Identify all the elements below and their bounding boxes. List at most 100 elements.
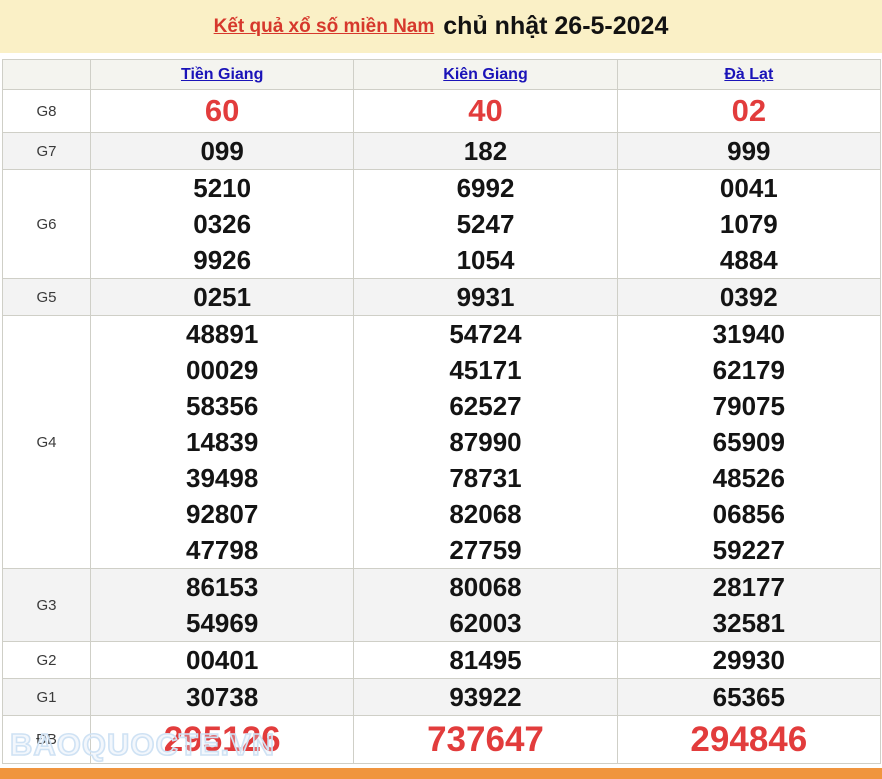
lottery-number: 47798 — [186, 535, 259, 565]
lottery-number: 45171 — [449, 355, 522, 385]
prize-numbers-cell: 295126 — [91, 716, 355, 764]
prize-row-g1: G1 30738 93922 65365 — [3, 679, 881, 716]
prize-numbers-cell: 099 — [91, 133, 355, 170]
column-header-cell: Kiên Giang — [354, 60, 618, 90]
region-title-link[interactable]: Kết quả xổ số miền Nam — [213, 15, 435, 37]
column-header-cell: Đà Lạt — [617, 60, 881, 90]
prize-numbers-cell: 737647 — [354, 716, 618, 764]
lottery-number: 60 — [204, 93, 240, 128]
lottery-number: 295126 — [163, 720, 281, 759]
lottery-number: 30738 — [186, 682, 259, 712]
lottery-number: 82068 — [449, 499, 522, 529]
prize-row-g8: G8 60 40 02 — [3, 90, 881, 133]
prize-numbers-cell: 28177 32581 — [617, 569, 881, 642]
lottery-number: 62179 — [712, 355, 785, 385]
draw-date-text: chủ nhật 26-5-2024 — [443, 12, 669, 40]
lottery-number: 02 — [731, 93, 767, 128]
prize-label-g4: G4 — [3, 316, 91, 569]
prize-label-g3: G3 — [3, 569, 91, 642]
prize-row-db: ĐB 295126 737647 294846 — [3, 716, 881, 764]
prize-numbers-cell: 294846 — [617, 716, 881, 764]
lottery-number: 182 — [463, 136, 508, 166]
prize-label-g7: G7 — [3, 133, 91, 170]
lottery-number: 9926 — [193, 245, 252, 275]
prize-label-g2: G2 — [3, 642, 91, 679]
province-link-tien-giang[interactable]: Tiền Giang — [180, 65, 264, 83]
prize-label-db: ĐB — [3, 716, 91, 764]
lottery-number: 39498 — [186, 463, 259, 493]
lottery-number: 40 — [468, 93, 503, 128]
lottery-number: 737647 — [427, 720, 544, 759]
province-link-da-lat[interactable]: Đà Lạt — [724, 65, 774, 83]
lottery-number: 0392 — [719, 282, 778, 312]
prize-numbers-cell: 65365 — [617, 679, 881, 716]
prize-numbers-cell: 0041 1079 4884 — [617, 170, 881, 279]
prize-numbers-cell: 30738 — [91, 679, 355, 716]
prize-numbers-cell: 80068 62003 — [354, 569, 618, 642]
lottery-number: 58356 — [186, 391, 259, 421]
lottery-number: 1054 — [456, 245, 515, 275]
lottery-number: 0041 — [719, 173, 778, 203]
lottery-number: 87990 — [449, 427, 522, 457]
lottery-number: 29930 — [712, 645, 785, 675]
lottery-number: 4884 — [719, 245, 778, 275]
page-title-band: Kết quả xổ số miền Nam chủ nhật 26-5-202… — [0, 0, 882, 53]
lottery-number: 62003 — [449, 608, 522, 638]
prize-row-g7: G7 099 182 999 — [3, 133, 881, 170]
prize-numbers-cell: 48891 00029 58356 14839 39498 92807 47798 — [91, 316, 355, 569]
prize-row-g6: G6 5210 0326 9926 6992 5247 1054 0041 1079 4884 — [3, 170, 881, 279]
province-link-kien-giang[interactable]: Kiên Giang — [443, 65, 528, 83]
lottery-number: 86153 — [186, 572, 259, 602]
lottery-number: 93922 — [449, 682, 522, 712]
lottery-number: 0251 — [193, 282, 252, 312]
prize-numbers-cell: 999 — [617, 133, 881, 170]
lottery-number: 78731 — [449, 463, 522, 493]
lottery-number: 6992 — [456, 173, 515, 203]
lottery-number: 28177 — [712, 572, 785, 602]
lottery-number: 54969 — [186, 608, 259, 638]
prize-numbers-cell: 02 — [617, 90, 881, 133]
prize-numbers-cell: 81495 — [354, 642, 618, 679]
prize-row-g3: G3 86153 54969 80068 62003 28177 32581 — [3, 569, 881, 642]
prize-row-g5: G5 0251 9931 0392 — [3, 279, 881, 316]
prize-numbers-cell: 9931 — [354, 279, 618, 316]
prize-label-g6: G6 — [3, 170, 91, 279]
lottery-number: 81495 — [449, 645, 522, 675]
prize-numbers-cell: 60 — [91, 90, 355, 133]
lottery-number: 1079 — [719, 209, 778, 239]
prize-numbers-cell: 93922 — [354, 679, 618, 716]
lottery-number: 80068 — [449, 572, 522, 602]
prize-numbers-cell: 0392 — [617, 279, 881, 316]
lottery-number: 48891 — [186, 319, 259, 349]
lottery-number: 48526 — [712, 463, 785, 493]
prize-numbers-cell: 54724 45171 62527 87990 78731 82068 27759 — [354, 316, 618, 569]
lottery-number: 65909 — [712, 427, 785, 457]
lottery-number: 00401 — [186, 645, 259, 675]
lottery-number: 00029 — [186, 355, 259, 385]
prize-numbers-cell: 0251 — [91, 279, 355, 316]
lottery-number: 79075 — [712, 391, 785, 421]
lottery-number: 54724 — [449, 319, 522, 349]
prize-numbers-cell: 31940 62179 79075 65909 48526 06856 59227 — [617, 316, 881, 569]
lottery-number: 294846 — [690, 720, 808, 759]
lottery-number: 06856 — [712, 499, 785, 529]
lottery-number: 31940 — [712, 319, 785, 349]
lottery-number: 999 — [727, 136, 771, 166]
results-table-body: G8 60 40 02 G7 099 182 999 G6 5210 0326 9926 6992 524… — [3, 90, 881, 764]
results-table: Tiền Giang Kiên Giang Đà Lạt G8 60 40 02 G7 0… — [2, 59, 881, 764]
prize-row-g4: G4 48891 00029 58356 14839 39498 92807 47798 547… — [3, 316, 881, 569]
prize-numbers-cell: 86153 54969 — [91, 569, 355, 642]
prize-label-g1: G1 — [3, 679, 91, 716]
bottom-orange-bar — [0, 768, 882, 779]
lottery-number: 099 — [200, 136, 244, 166]
prize-numbers-cell: 182 — [354, 133, 618, 170]
prize-numbers-cell: 6992 5247 1054 — [354, 170, 618, 279]
corner-cell — [3, 60, 91, 90]
lottery-number: 14839 — [186, 427, 259, 457]
prize-numbers-cell: 40 — [354, 90, 618, 133]
prize-label-g5: G5 — [3, 279, 91, 316]
lottery-number: 92807 — [186, 499, 259, 529]
prize-label-g8: G8 — [3, 90, 91, 133]
lottery-number: 32581 — [712, 608, 785, 638]
